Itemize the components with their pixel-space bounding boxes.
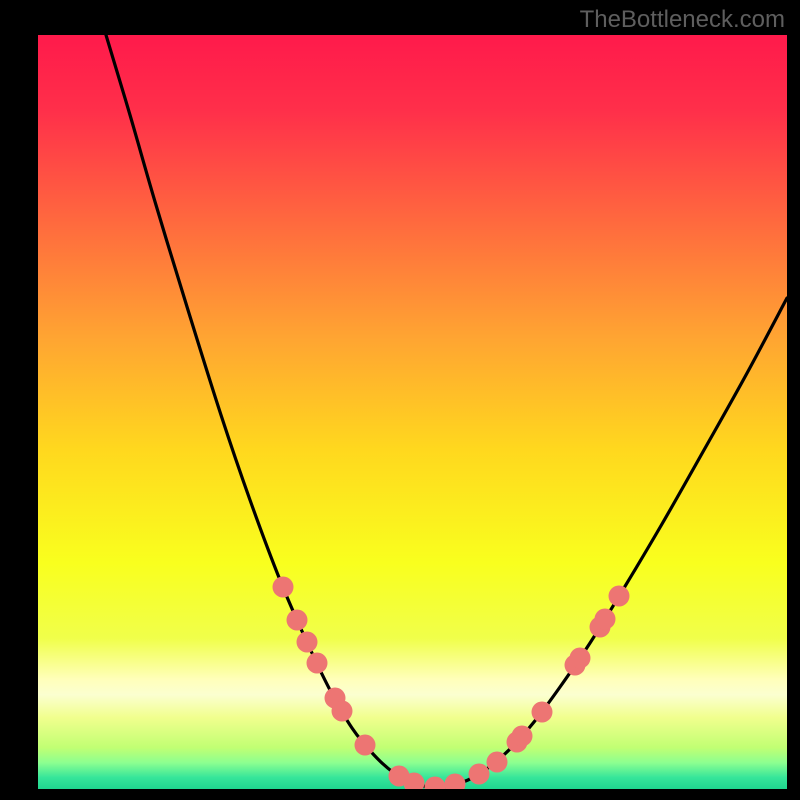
data-marker (273, 577, 294, 598)
data-marker (307, 653, 328, 674)
chart-overlay (38, 35, 787, 789)
data-marker (512, 726, 533, 747)
data-marker (609, 586, 630, 607)
bottleneck-curve (106, 35, 787, 787)
data-marker (469, 764, 490, 785)
data-marker (595, 609, 616, 630)
data-marker (532, 702, 553, 723)
data-marker (355, 735, 376, 756)
watermark-text: TheBottleneck.com (580, 6, 785, 34)
data-marker (570, 648, 591, 669)
data-marker (487, 752, 508, 773)
data-marker (297, 632, 318, 653)
data-marker (287, 610, 308, 631)
data-marker (425, 777, 446, 790)
data-marker (332, 701, 353, 722)
data-marker (445, 774, 466, 790)
plot-area (38, 35, 787, 789)
